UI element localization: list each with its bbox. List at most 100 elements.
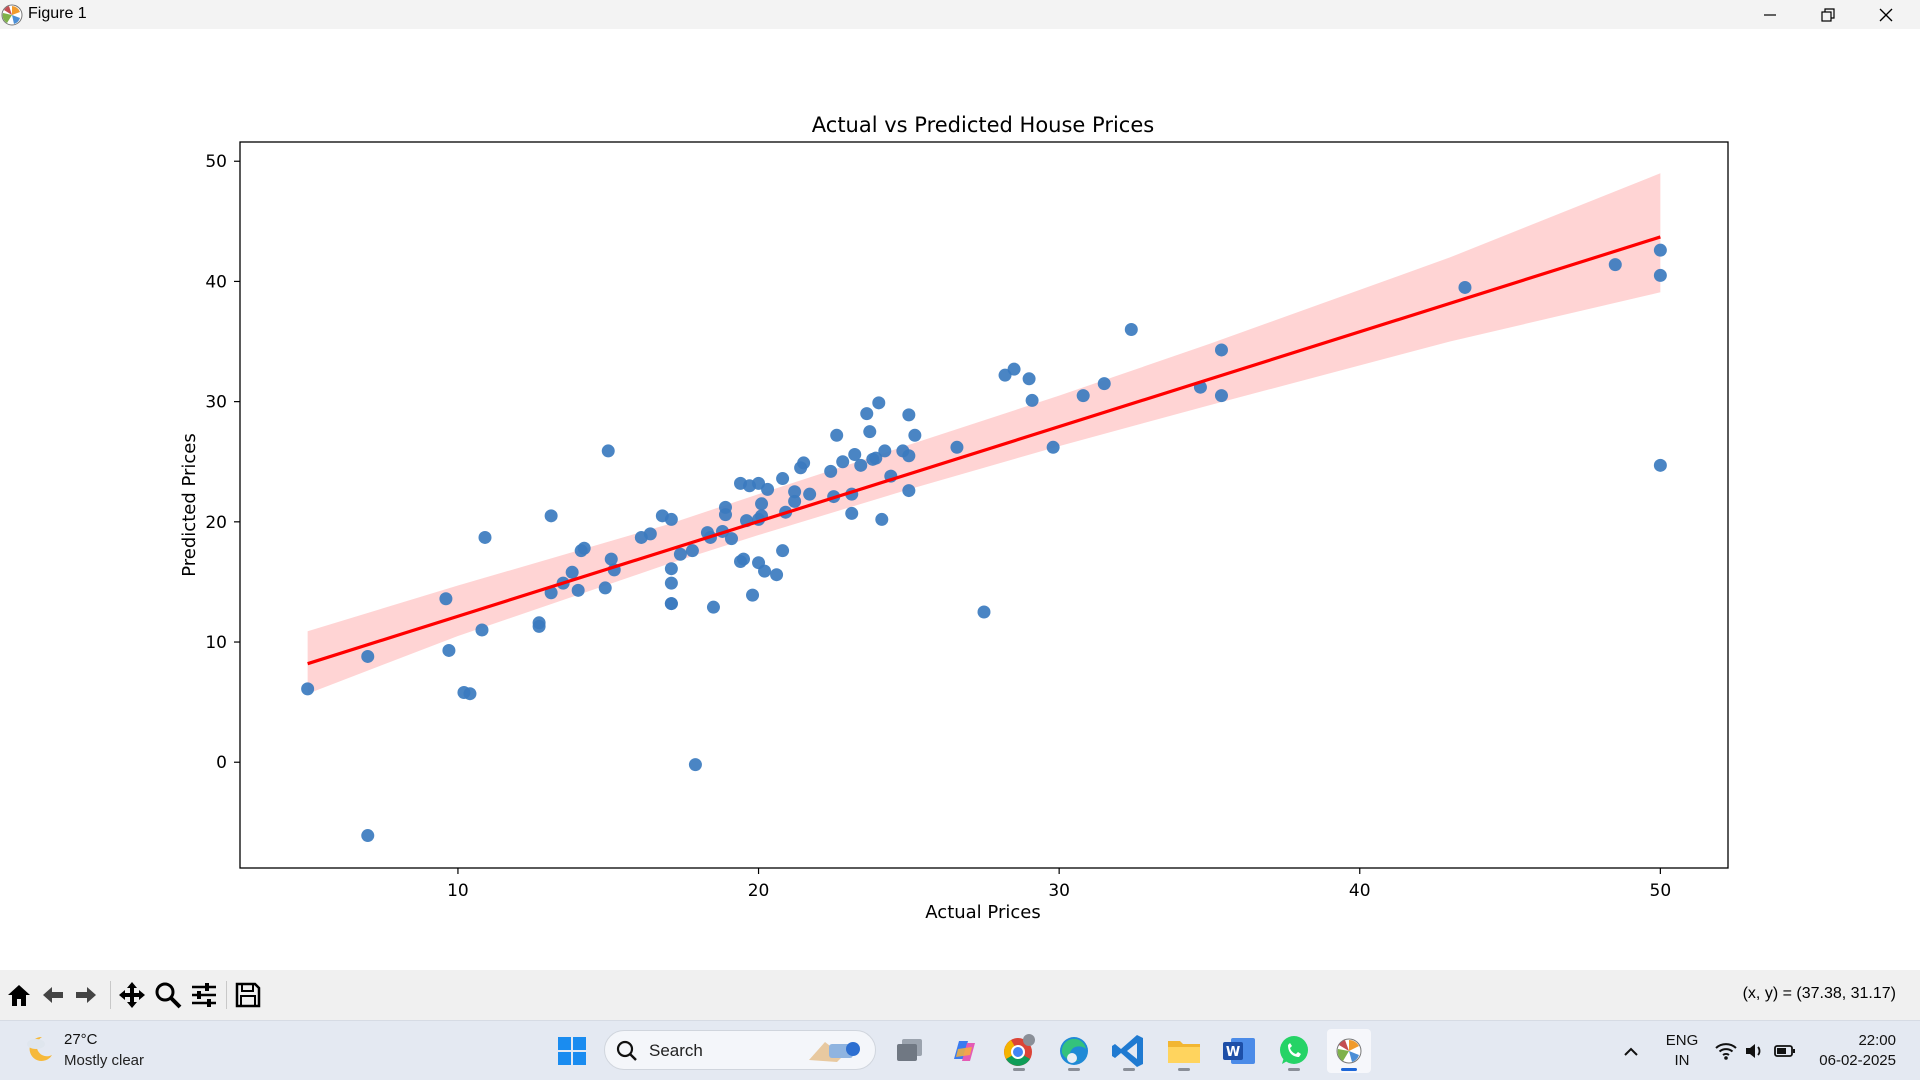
scatter-point	[1025, 393, 1039, 407]
scatter-point	[1458, 280, 1472, 294]
taskbar-app-task-view[interactable]	[888, 1029, 932, 1073]
scatter-point	[724, 532, 738, 546]
taskbar-app-word[interactable]: W	[1217, 1029, 1261, 1073]
scatter-point	[685, 544, 699, 558]
running-indicator	[1288, 1068, 1300, 1071]
toolbar-separator	[110, 981, 111, 1009]
taskbar-app-matplotlib[interactable]	[1327, 1029, 1371, 1073]
forward-icon	[76, 987, 96, 1003]
restore-icon	[1821, 8, 1835, 22]
scatter-point	[577, 541, 591, 555]
taskbar-app-copilot[interactable]	[942, 1029, 986, 1073]
scatter-point	[361, 829, 375, 843]
scatter-point	[565, 565, 579, 579]
scatter-point	[463, 687, 477, 701]
scatter-point	[830, 428, 844, 442]
volume-icon[interactable]	[1743, 1040, 1767, 1062]
scatter-point	[1007, 362, 1021, 376]
scatter-point	[761, 482, 775, 496]
moon-cloud-icon[interactable]	[22, 1033, 56, 1067]
x-tick-label: 10	[447, 881, 469, 901]
scatter-point	[758, 564, 772, 578]
scatter-chart[interactable]: Actual vs Predicted House Prices 10 20 30 4…	[0, 29, 1920, 970]
clock-time: 22:00	[1858, 1032, 1896, 1049]
scatter-point	[902, 449, 916, 463]
figure-canvas[interactable]: Actual vs Predicted House Prices 10 20 30 4…	[0, 29, 1920, 970]
taskbar-app-chrome[interactable]	[997, 1029, 1041, 1073]
scatter-point	[664, 512, 678, 526]
home-button[interactable]	[4, 980, 34, 1010]
copilot-icon	[954, 1041, 975, 1061]
scatter-point	[755, 497, 769, 511]
language-indicator[interactable]: ENG IN	[1664, 1031, 1700, 1071]
restore-button[interactable]	[1799, 0, 1857, 29]
weather-temperature[interactable]: 27°C	[64, 1031, 98, 1048]
scatter-point	[532, 616, 546, 630]
cursor-coordinates: (x, y) = (37.38, 31.17)	[1742, 985, 1896, 1002]
configure-subplots-button[interactable]	[189, 980, 219, 1010]
scatter-point	[788, 494, 802, 508]
scatter-point	[977, 605, 991, 619]
taskbar-app-file-explorer[interactable]	[1162, 1029, 1206, 1073]
scatter-point	[718, 500, 732, 514]
scatter-point	[1214, 389, 1228, 403]
taskbar-app-whatsapp[interactable]	[1272, 1029, 1316, 1073]
toolbar-separator	[226, 981, 227, 1009]
save-button[interactable]	[233, 980, 263, 1010]
scatter-point	[803, 487, 817, 501]
pan-icon	[119, 982, 145, 1008]
window-titlebar: Figure 1	[0, 0, 1920, 29]
battery-icon[interactable]	[1773, 1040, 1797, 1062]
system-clock[interactable]: 22:00 06-02-2025	[1786, 1031, 1896, 1071]
running-indicator	[1178, 1068, 1190, 1071]
running-indicator	[1341, 1068, 1357, 1071]
scatter-point	[604, 552, 618, 566]
taskbar-app-edge[interactable]	[1052, 1029, 1096, 1073]
minimize-icon	[1764, 14, 1776, 16]
home-icon	[8, 985, 30, 1006]
scatter-point	[902, 484, 916, 498]
taskbar-search[interactable]: Search	[604, 1030, 876, 1070]
scatter-point	[863, 425, 877, 439]
y-tick-label: 10	[205, 633, 227, 653]
confidence-band	[307, 173, 1661, 694]
scatter-point	[1097, 377, 1111, 391]
zoom-button[interactable]	[153, 980, 183, 1010]
scatter-point	[797, 456, 811, 470]
scatter-point	[836, 455, 850, 469]
weather-description[interactable]: Mostly clear	[64, 1052, 145, 1069]
search-icon	[616, 1040, 637, 1061]
language-code: ENG	[1665, 1032, 1699, 1049]
region-code: IN	[1674, 1052, 1690, 1069]
vscode-icon	[1112, 1035, 1143, 1067]
close-icon	[1879, 8, 1893, 22]
scatter-point	[1653, 458, 1667, 472]
scatter-point	[845, 506, 859, 520]
scatter-point	[854, 458, 868, 472]
scatter-point	[746, 588, 760, 602]
forward-button[interactable]	[71, 980, 101, 1010]
close-button[interactable]	[1857, 0, 1915, 29]
scatter-point	[598, 581, 612, 595]
back-icon	[43, 987, 63, 1003]
taskbar-app-vscode[interactable]	[1107, 1029, 1151, 1073]
scatter-point	[664, 562, 678, 576]
y-tick-label: 50	[205, 152, 227, 172]
scatter-point	[643, 527, 657, 541]
running-indicator	[1123, 1068, 1135, 1071]
scatter-point	[1022, 372, 1036, 386]
navigation-toolbar: (x, y) = (37.38, 31.17)	[0, 970, 1920, 1020]
y-axis-label: Predicted Prices	[179, 433, 200, 577]
wifi-icon[interactable]	[1714, 1040, 1738, 1062]
scatter-point	[1653, 243, 1667, 257]
running-indicator	[1068, 1068, 1080, 1071]
chevron-up-icon[interactable]	[1620, 1041, 1642, 1063]
back-button[interactable]	[38, 980, 68, 1010]
regression-line	[307, 235, 1661, 666]
task-view-icon	[897, 1039, 922, 1061]
scatter-point	[544, 509, 558, 523]
minimize-button[interactable]	[1741, 0, 1799, 29]
start-icon	[558, 1037, 586, 1065]
pan-button[interactable]	[117, 980, 147, 1010]
start-button[interactable]	[550, 1029, 594, 1073]
